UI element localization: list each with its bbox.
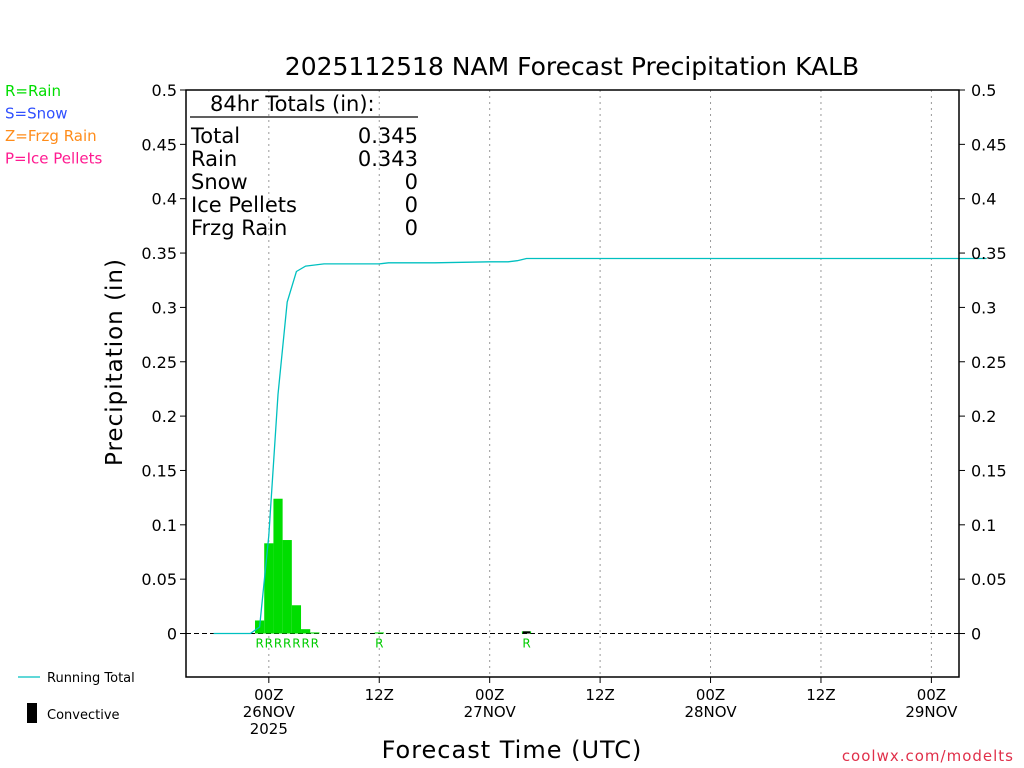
x-tick-label: 26NOV [243,703,296,721]
running-total-line [213,257,987,635]
plot-frame [185,89,960,678]
y-tick-label-left: 0.5 [152,81,177,100]
precip-type-legend-item: P=Ice Pellets [5,150,102,168]
y-tick-label-left: 0.4 [152,190,177,209]
y-tick-label-right: 0 [971,625,981,644]
bar-rain [282,540,292,634]
bar-rain [291,605,302,634]
precip-type-marker: R [274,637,282,651]
y-tick-label-right: 0.35 [971,244,1007,263]
y-axis-label: Precipitation (in) [102,258,128,466]
chart-title: 2025112518 NAM Forecast Precipitation KA… [285,52,859,81]
x-tick-label: 27NOV [464,703,517,721]
x-tick-label: 00Z [475,686,504,704]
y-tick-label-left: 0.45 [141,135,177,154]
y-tick-label-right: 0.25 [971,353,1007,372]
bottom-legend: Running Total Convective [18,671,135,723]
bar-rain [264,543,274,634]
precip-type-marker: R [265,637,273,651]
y-tick-label-right: 0.05 [971,570,1007,589]
x-tick-label: 2025 [250,720,288,738]
y-tick-label-left: 0.05 [141,570,177,589]
y-tick-label-right: 0.2 [971,407,996,426]
bar-rain [310,632,320,634]
y-tick-label-right: 0.45 [971,135,1007,154]
precip-type-legend-item: Z=Frzg Rain [5,127,97,145]
x-tick-label: 29NOV [905,703,958,721]
totals-row-label: Rain [191,147,237,171]
precip-type-marker: R [292,637,300,651]
y-tick-label-right: 0.5 [971,81,996,100]
credit-link[interactable]: coolwx.com/modelts [842,747,1014,765]
totals-row-label: Frzg Rain [191,216,287,240]
y-tick-label-left: 0 [167,625,177,644]
x-tick-label: 12Z [585,686,614,704]
y-tick-label-left: 0.1 [152,516,177,535]
x-tick-label: 12Z [365,686,394,704]
x-tick-label: 00Z [254,686,283,704]
y-tick-label-left: 0.2 [152,407,177,426]
precip-type-legend-item: S=Snow [5,105,68,123]
precip-type-marker: R [375,637,383,651]
totals-box: 84hr Totals (in): Total 0.345 Rain 0.343 Snow… [190,92,418,240]
x-tick-label: 28NOV [684,703,737,721]
convective-legend-label: Convective [47,708,120,723]
totals-row-label: Total [190,124,240,148]
y-tick-label-left: 0.15 [141,461,177,480]
bar-rain [273,498,283,634]
y-tick-label-right: 0.1 [971,516,996,535]
precip-type-legend: R=Rain S=Snow Z=Frzg Rain P=Ice Pellets [5,82,102,168]
y-tick-label-left: 0.3 [152,298,177,317]
x-tick-label: 00Z [917,686,946,704]
precip-type-marker: R [283,637,291,651]
totals-row-value: 0 [405,216,418,240]
x-tick-label: 12Z [806,686,835,704]
bar-rain [374,632,384,634]
totals-row-value: 0 [405,170,418,194]
plot-area: R R R R R R R R R0 00.05 0.050.1 0.10.15 0.150.2 0.20… [141,81,1006,738]
convective-swatch [27,703,37,723]
totals-row-value: 0.343 [358,147,418,171]
totals-row-label: Snow [191,170,248,194]
running-total-legend-label: Running Total [47,671,135,686]
totals-heading: 84hr Totals (in): [210,92,375,116]
x-axis-label: Forecast Time (UTC) [382,736,643,764]
precip-type-marker: R [522,637,530,651]
totals-row-value: 0.345 [358,124,418,148]
precip-type-marker: R [311,637,319,651]
precip-type-legend-item: R=Rain [5,82,61,100]
bar-rain [301,629,311,634]
y-tick-label-right: 0.15 [971,461,1007,480]
y-tick-label-right: 0.3 [971,298,996,317]
y-tick-label-left: 0.35 [141,244,177,263]
y-tick-label-left: 0.25 [141,353,177,372]
precip-type-marker: R [301,637,309,651]
x-tick-label: 00Z [696,686,725,704]
totals-row-value: 0 [405,193,418,217]
y-tick-label-right: 0.4 [971,190,996,209]
precip-type-marker: R [255,637,263,651]
bar-convective [522,631,531,634]
totals-row-label: Ice Pellets [191,193,297,217]
